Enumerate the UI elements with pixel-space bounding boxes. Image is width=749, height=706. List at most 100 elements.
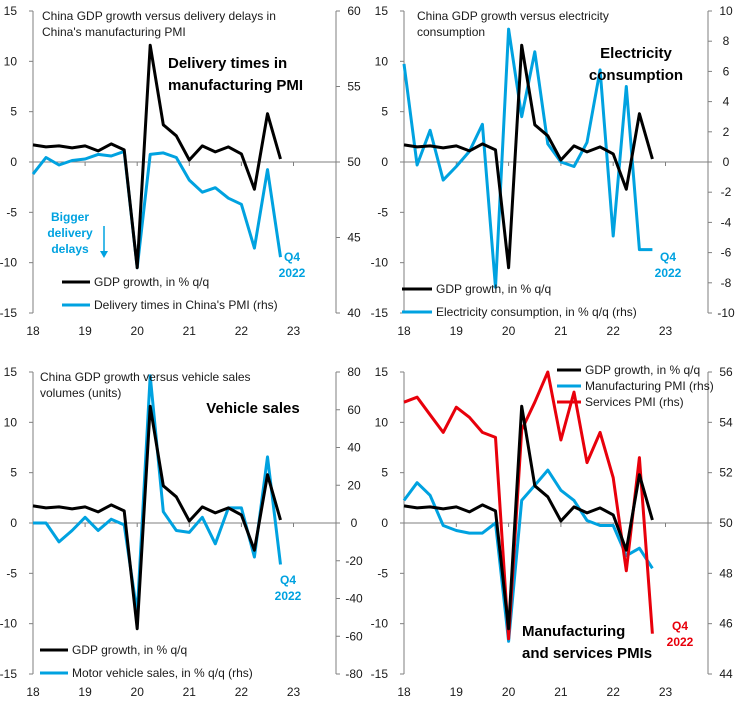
annotation-text: 2022: [667, 635, 694, 649]
annotation-text: Q4: [660, 250, 676, 264]
chart-heading: Vehicle sales: [206, 400, 299, 417]
series-line-gdp: [32, 404, 282, 631]
right-tick-label: 4: [723, 95, 730, 109]
right-tick-label: 8: [723, 34, 730, 48]
right-tick-label: 2: [723, 125, 730, 139]
chart-heading: Manufacturing: [522, 623, 625, 640]
x-tick-label: 19: [78, 324, 92, 338]
x-tick-label: 18: [26, 324, 40, 338]
left-tick-label: 15: [4, 4, 18, 18]
x-tick-label: 18: [397, 685, 411, 699]
left-tick-label: -5: [377, 205, 388, 219]
x-tick-label: 19: [450, 685, 464, 699]
right-tick-label: 45: [347, 231, 361, 245]
left-tick-label: -5: [6, 205, 17, 219]
left-tick-label: -10: [0, 617, 17, 631]
chart-heading: Electricity: [600, 45, 672, 62]
series-line-gdp: [403, 404, 654, 631]
series-line-gdp: [32, 43, 282, 270]
x-tick-label: 22: [607, 685, 621, 699]
right-tick-label: 40: [347, 441, 361, 455]
x-tick-label: 23: [287, 324, 301, 338]
annotation-text: delays: [51, 242, 89, 256]
annotation-text: 2022: [275, 589, 302, 603]
chart-panel-pmis: -15 -10 -5 0 5 10 15 44 46 48 50 52 54 56 18 19 20 21 22 23…: [371, 363, 733, 699]
legend-label: Motor vehicle sales, in % q/q (rhs): [72, 666, 253, 680]
right-tick-label: 6: [723, 64, 730, 78]
left-tick-label: 5: [10, 466, 17, 480]
left-tick-label: 5: [381, 466, 388, 480]
left-tick-label: -15: [0, 306, 17, 320]
right-tick-label: -4: [721, 215, 732, 229]
legend-label: GDP growth, in % q/q: [94, 275, 209, 289]
left-tick-label: 15: [4, 365, 18, 379]
left-tick-label: 0: [10, 155, 17, 169]
x-tick-label: 18: [26, 685, 40, 699]
series-line-blue: [31, 149, 282, 270]
left-tick-label: -10: [371, 256, 389, 270]
x-tick-label: 21: [554, 685, 568, 699]
x-tick-label: 20: [131, 324, 145, 338]
left-tick-label: 10: [375, 415, 389, 429]
x-tick-label: 19: [450, 324, 464, 338]
chart-heading: and services PMIs: [522, 645, 652, 662]
right-tick-label: 0: [723, 155, 730, 169]
right-tick-label: -60: [345, 629, 363, 643]
x-tick-label: 22: [235, 685, 249, 699]
right-tick-label: 46: [719, 617, 733, 631]
x-tick-label: 20: [502, 685, 516, 699]
right-tick-label: 60: [347, 4, 361, 18]
right-tick-label: -40: [345, 592, 363, 606]
x-tick-label: 19: [78, 685, 92, 699]
legend-label: GDP growth, in % q/q: [436, 282, 551, 296]
left-tick-label: -5: [6, 566, 17, 580]
right-tick-label: 60: [347, 403, 361, 417]
left-tick-label: 0: [381, 516, 388, 530]
x-tick-label: 22: [607, 324, 621, 338]
left-tick-label: -10: [0, 256, 17, 270]
left-tick-label: 15: [375, 365, 389, 379]
right-tick-label: 55: [347, 80, 361, 94]
legend-label: Services PMI (rhs): [585, 395, 684, 409]
series-line-blue: [402, 468, 654, 643]
right-tick-label: -2: [721, 185, 732, 199]
x-tick-label: 21: [183, 685, 197, 699]
series-line-gdp: [403, 43, 654, 270]
legend-label: Manufacturing PMI (rhs): [585, 379, 714, 393]
x-tick-label: 20: [502, 324, 516, 338]
right-tick-label: 56: [719, 365, 733, 379]
x-tick-label: 21: [554, 324, 568, 338]
x-tick-label: 21: [183, 324, 197, 338]
right-tick-label: -8: [721, 276, 732, 290]
legend-label: GDP growth, in % q/q: [585, 363, 700, 377]
left-tick-label: 5: [10, 105, 17, 119]
x-tick-label: 22: [235, 324, 249, 338]
right-tick-label: 54: [719, 415, 733, 429]
right-tick-label: 80: [347, 365, 361, 379]
right-tick-label: -20: [345, 554, 363, 568]
right-tick-label: 52: [719, 466, 733, 480]
chart-subtitle: volumes (units): [40, 386, 121, 400]
chart-heading: consumption: [589, 67, 683, 84]
annotation-text: delivery: [47, 226, 93, 240]
right-tick-label: 10: [719, 4, 733, 18]
chart-panel-vehicle-sales: -15 -10 -5 0 5 10 15 -80 -60 -40 -20 0 20 40 60 80 18 19 2…: [0, 365, 363, 699]
chart-subtitle: China's manufacturing PMI: [42, 25, 186, 39]
annotation-text: Q4: [280, 573, 296, 587]
chart-subtitle: China GDP growth versus delivery delays …: [42, 9, 276, 23]
chart-panel-electricity: -15 -10 -5 0 5 10 15 -10 -8 -6 -4 -2 0 2 4 6 8 10 18 19 20 21…: [371, 4, 735, 338]
legend-label: GDP growth, in % q/q: [72, 643, 187, 657]
chart-panel-delivery-times: -15 -10 -5 0 5 10 15 40 45 50 55 60 18 19 20 21 22 23 Chin…: [0, 4, 361, 338]
chart-heading: Delivery times in: [168, 55, 287, 72]
series-line-red: [403, 370, 654, 641]
annotation-text: Q4: [672, 619, 688, 633]
left-tick-label: -15: [371, 667, 389, 681]
right-tick-label: 48: [719, 566, 733, 580]
left-tick-label: 10: [375, 54, 389, 68]
x-tick-label: 23: [659, 324, 673, 338]
x-tick-label: 20: [131, 685, 145, 699]
left-tick-label: -5: [377, 566, 388, 580]
right-tick-label: -10: [717, 306, 735, 320]
x-tick-label: 23: [659, 685, 673, 699]
